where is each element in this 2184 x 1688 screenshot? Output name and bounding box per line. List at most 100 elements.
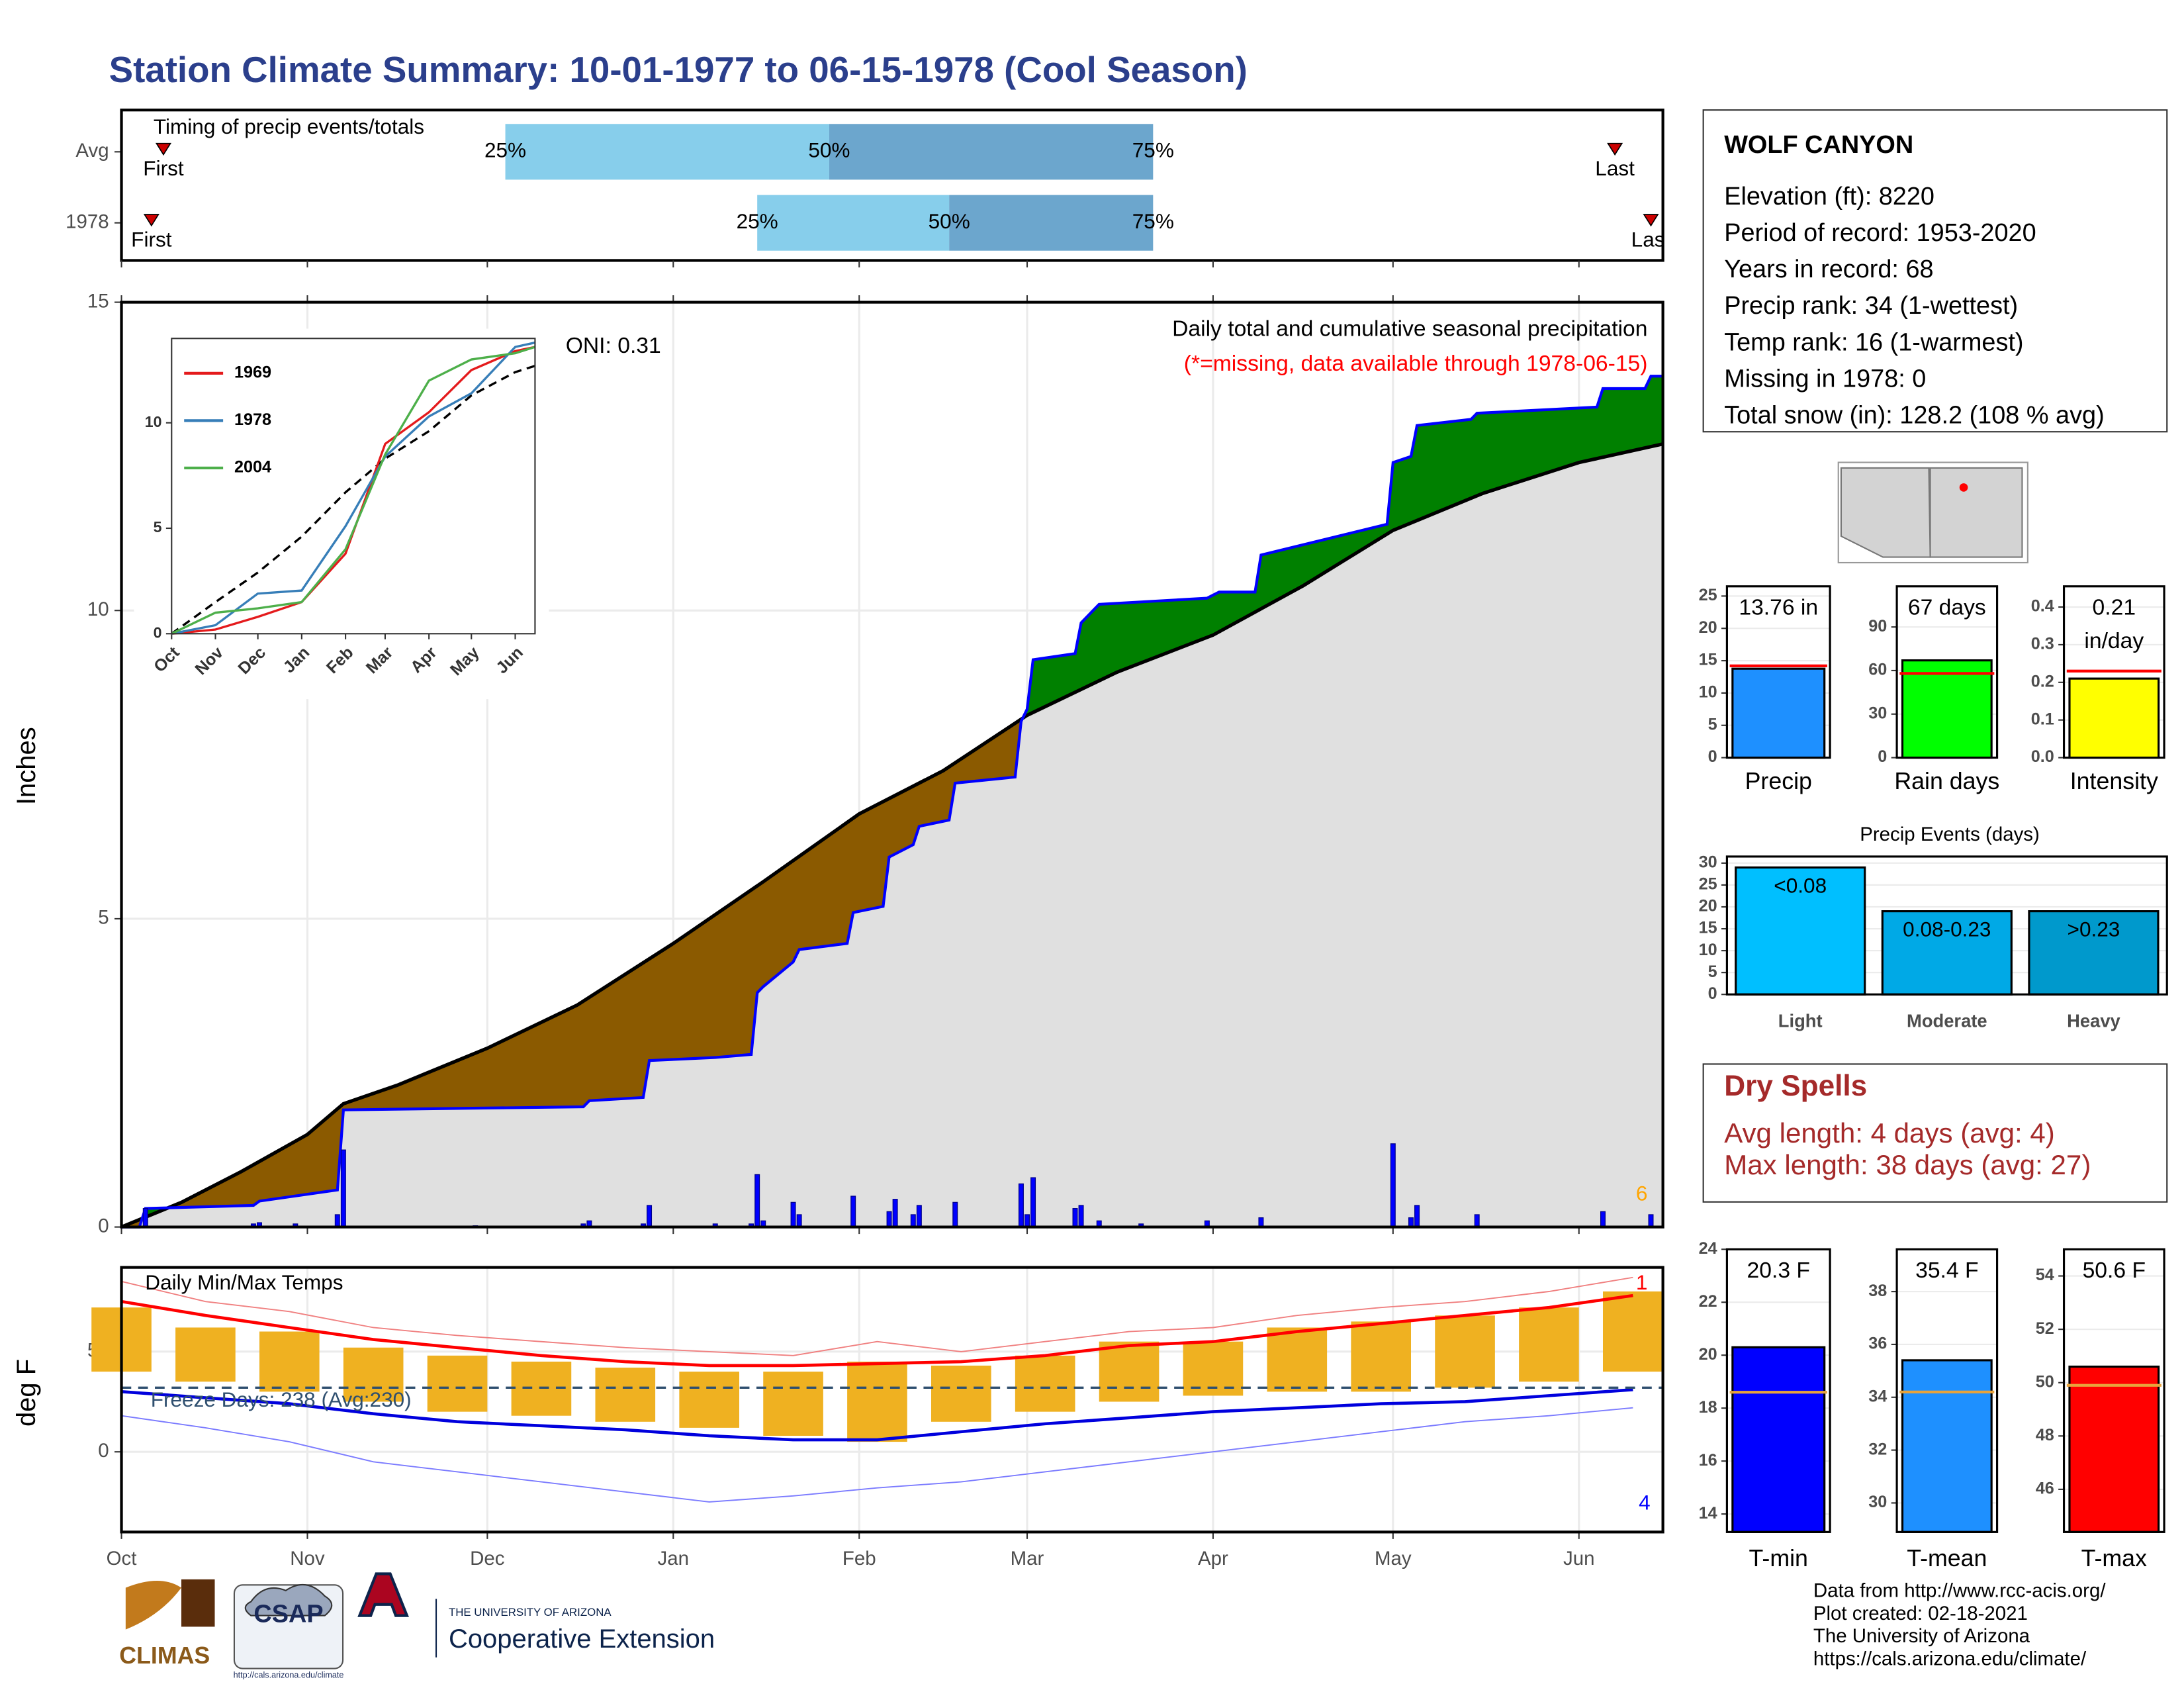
event-label: First xyxy=(131,227,172,251)
plot-border xyxy=(1725,855,2168,996)
timing-rows: 25% 50% 75% First Last 25% 50% 75% First Last xyxy=(131,124,1663,251)
bar-label: 0.08-0.23 xyxy=(1903,917,1991,941)
y-tick-label: 30 xyxy=(1868,1493,1887,1511)
y-tick-label: 60 xyxy=(1868,661,1887,679)
daily-bar xyxy=(340,1149,346,1228)
plot-border xyxy=(1895,585,1999,759)
daily-bar xyxy=(142,1208,148,1228)
chart-title: Daily Min/Max Temps xyxy=(145,1270,343,1294)
y-tick-label: 20 xyxy=(1699,1345,1717,1364)
percentile-label: 75% xyxy=(1132,138,1174,162)
x-tick-label: Mar xyxy=(1011,1548,1044,1570)
dry-spells-line: Max length: 38 days (avg: 27) xyxy=(1724,1149,2091,1180)
y-tick-label: 0.0 xyxy=(2031,747,2054,766)
percentile-bar xyxy=(505,124,829,180)
event-label: First xyxy=(143,156,184,180)
event-marker xyxy=(1607,142,1623,156)
credit-line: The University of Arizona xyxy=(1813,1625,2030,1647)
logo-text: CLIMAS xyxy=(119,1642,210,1669)
count-label: 4 xyxy=(1639,1491,1651,1515)
daily-bar xyxy=(886,1211,892,1228)
bar xyxy=(1731,1346,1826,1533)
station-name: WOLF CANYON xyxy=(1724,131,1913,159)
chart-title: Daily total and cumulative seasonal prec… xyxy=(1172,317,1647,342)
x-tick-label: Heavy xyxy=(2067,1011,2120,1031)
y-tick-label: 48 xyxy=(2036,1426,2054,1444)
station-info: Elevation (ft): 8220 xyxy=(1724,183,1934,211)
y-tick-label: 10 xyxy=(87,598,109,620)
y-tick-label: 25 xyxy=(1699,875,1717,894)
obs-min-line xyxy=(121,1407,1633,1503)
percentile-label: 50% xyxy=(929,209,970,233)
daily-bar xyxy=(1018,1183,1024,1228)
station-info: Total snow (in): 128.2 (108 % avg) xyxy=(1724,402,2104,430)
y-tick-label: 0 xyxy=(1878,747,1887,766)
y-tick-label: 20 xyxy=(1699,618,1717,637)
plot-border xyxy=(2062,585,2165,759)
dry-spells-line: Avg length: 4 days (avg: 4) xyxy=(1724,1117,2055,1149)
x-tick-label: Apr xyxy=(1198,1548,1228,1570)
panel-label: Rain days xyxy=(1894,768,1999,794)
value-label: 35.4 F xyxy=(1915,1258,1978,1283)
y-tick-label: 10 xyxy=(1699,683,1717,702)
plot-border xyxy=(1725,1248,1831,1533)
temp-bar xyxy=(1519,1307,1579,1382)
y-tick-label: 15 xyxy=(87,290,109,312)
y-tick-label: 25 xyxy=(1699,586,1717,604)
y-tick-label: 5 xyxy=(1708,715,1717,733)
percentile-bar xyxy=(829,124,1154,180)
daily-bar xyxy=(796,1214,802,1228)
legend-label: 2004 xyxy=(234,458,271,477)
y-tick-label: 5 xyxy=(98,907,109,929)
logo-text: Cooperative Extension xyxy=(449,1624,715,1654)
y-tick-label: 15 xyxy=(1699,919,1717,937)
page-title: Station Climate Summary: 10-01-1977 to 0… xyxy=(109,49,1248,90)
oni-label: ONI: 0.31 xyxy=(566,334,661,358)
daily-bar xyxy=(1024,1214,1030,1228)
x-tick-label: Jan xyxy=(658,1548,689,1570)
plot-border xyxy=(1895,1248,1999,1533)
station-info: Years in record: 68 xyxy=(1724,256,1933,283)
bar-label: >0.23 xyxy=(2068,917,2120,941)
temp-bar xyxy=(931,1365,991,1422)
daily-bar xyxy=(334,1214,340,1228)
count-label: 1 xyxy=(1636,1270,1648,1294)
temp-bar xyxy=(679,1372,739,1428)
y-tick-label: 18 xyxy=(1699,1398,1717,1417)
bar xyxy=(2028,910,2160,996)
value-label: 13.76 in xyxy=(1739,595,1818,620)
logo-text: CSAP xyxy=(253,1601,323,1628)
daily-bar xyxy=(916,1205,922,1228)
percentile-label: 25% xyxy=(737,209,778,233)
y-tick-label: 0.2 xyxy=(2031,672,2054,690)
panel-label: Intensity xyxy=(2070,768,2158,794)
inset-y-tick-label: 5 xyxy=(154,518,162,536)
timing-title: Timing of precip events/totals xyxy=(154,115,424,138)
value-label: 20.3 F xyxy=(1747,1258,1810,1283)
daily-bar xyxy=(952,1201,958,1228)
y-tick-label: 34 xyxy=(1868,1387,1887,1405)
y-tick-label: 22 xyxy=(1699,1292,1717,1311)
x-tick-label: Oct xyxy=(107,1548,137,1570)
temp-bar xyxy=(1435,1315,1495,1388)
temp-bar xyxy=(259,1331,320,1392)
y-axis-label: Inches xyxy=(12,727,41,805)
panel-label: T-max xyxy=(2081,1545,2147,1571)
y-tick-label: 30 xyxy=(1868,704,1887,722)
y-tick-label: 15 xyxy=(1699,651,1717,669)
daily-bar xyxy=(910,1214,916,1228)
y-tick-label: 0 xyxy=(98,1215,109,1237)
bar xyxy=(1735,866,1866,996)
y-tick-label: 38 xyxy=(1868,1282,1887,1300)
y-tick-label: 52 xyxy=(2036,1319,2054,1338)
chart-note: (*=missing, data available through 1978-… xyxy=(1184,352,1648,376)
panel-border xyxy=(120,1266,1664,1534)
daily-bar xyxy=(1072,1208,1078,1228)
inset-avg-line xyxy=(171,365,535,635)
inset-line xyxy=(171,346,535,635)
percentile-label: 50% xyxy=(808,138,850,162)
y-tick-label: 20 xyxy=(1699,897,1717,915)
percentile-label: 75% xyxy=(1132,209,1174,233)
